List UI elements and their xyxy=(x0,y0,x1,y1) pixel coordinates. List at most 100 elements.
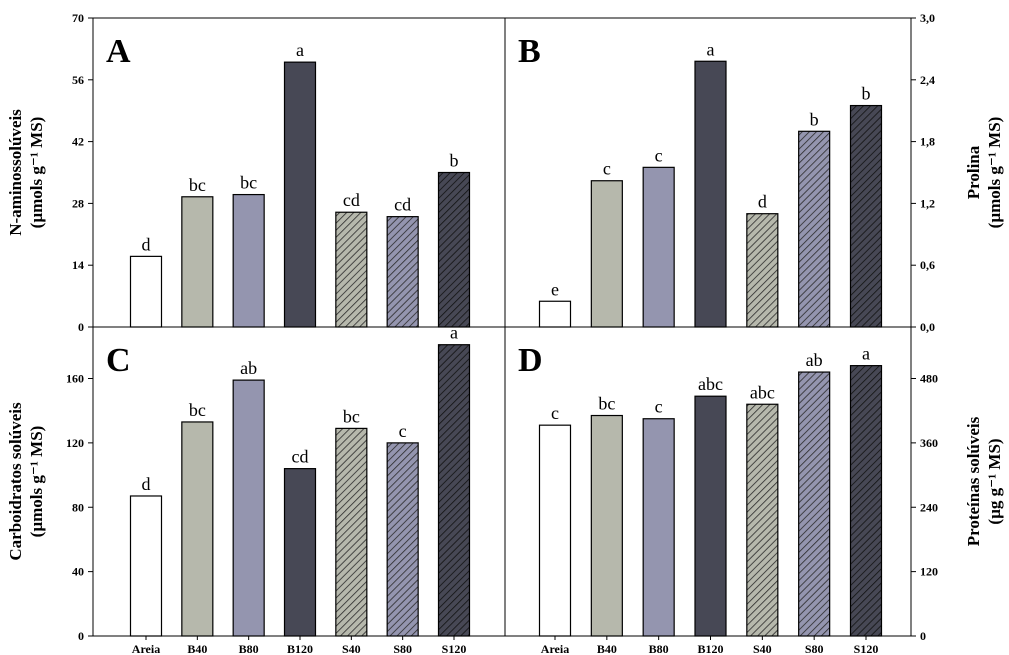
bar-S120 xyxy=(437,171,471,328)
bar-B80 xyxy=(232,379,265,637)
significance-letter: c xyxy=(655,397,663,417)
significance-letter: bc xyxy=(598,394,615,414)
x-tick-label: B40 xyxy=(187,642,207,655)
y-tick-label: 14 xyxy=(72,258,84,272)
y-axis-unit: (µg g⁻¹ MS) xyxy=(985,438,1004,524)
bar-B40 xyxy=(590,414,623,637)
significance-letter: bc xyxy=(189,175,206,195)
significance-letter: c xyxy=(655,145,663,165)
bar-B80 xyxy=(642,418,675,637)
significance-letter: abc xyxy=(698,374,723,394)
y-axis-unit: (µmols g⁻¹ MS) xyxy=(27,117,46,229)
significance-letter: ab xyxy=(806,350,823,370)
bar-S40 xyxy=(335,427,368,637)
significance-letter: bc xyxy=(343,406,360,426)
bar-Areia xyxy=(129,255,163,328)
significance-letter: d xyxy=(142,234,151,254)
significance-letter: c xyxy=(603,159,611,179)
y-tick-label: 80 xyxy=(72,500,84,514)
bar-Areia xyxy=(538,300,572,328)
bar-B80 xyxy=(232,193,265,328)
significance-letter: cd xyxy=(394,195,411,215)
x-tick-label: S80 xyxy=(393,642,412,655)
significance-letter: c xyxy=(551,403,559,423)
bar-S80 xyxy=(798,371,831,637)
significance-letter: abc xyxy=(750,382,775,402)
x-tick-label: B80 xyxy=(649,642,669,655)
x-tick-label: S120 xyxy=(854,642,879,655)
y-axis-label: Prolina xyxy=(964,145,983,199)
y-axis-label: Proteínas solúveis xyxy=(964,416,983,546)
y-tick-label: 28 xyxy=(72,196,84,210)
x-tick-label: B120 xyxy=(697,642,723,655)
bar-B120 xyxy=(694,60,727,328)
bar-S40 xyxy=(746,213,779,328)
y-tick-label: 360 xyxy=(920,436,938,450)
significance-letter: bc xyxy=(189,400,206,420)
y-tick-label: 56 xyxy=(72,73,84,87)
bar-B40 xyxy=(181,196,214,328)
significance-letter: b xyxy=(862,84,871,104)
significance-letter: d xyxy=(758,192,767,212)
bar-S120 xyxy=(849,104,883,328)
bar-B120 xyxy=(283,61,317,328)
y-tick-label: 0,6 xyxy=(920,258,935,272)
significance-letter: c xyxy=(399,421,407,441)
x-tick-label: S120 xyxy=(442,642,467,655)
bar-S80 xyxy=(386,442,419,637)
bar-B120 xyxy=(283,468,317,637)
y-axis-label: N-aminossolúveis xyxy=(6,109,25,236)
significance-letter: a xyxy=(450,323,458,343)
y-axis-unit: (µmols g⁻¹ MS) xyxy=(27,426,46,538)
significance-letter: a xyxy=(707,39,715,59)
panel-label: C xyxy=(106,342,131,379)
bar-S120 xyxy=(437,344,471,637)
bar-S40 xyxy=(335,211,368,328)
y-tick-label: 2,4 xyxy=(920,73,935,87)
bar-S80 xyxy=(798,130,831,328)
y-tick-label: 70 xyxy=(72,11,84,25)
y-tick-label: 0 xyxy=(78,629,84,643)
x-tick-label: S40 xyxy=(753,642,772,655)
significance-letter: e xyxy=(551,279,559,299)
y-tick-label: 42 xyxy=(72,135,84,149)
y-tick-label: 0,0 xyxy=(920,320,935,334)
y-tick-label: 160 xyxy=(66,372,84,386)
y-tick-label: 120 xyxy=(66,436,84,450)
significance-letter: b xyxy=(450,151,459,171)
bar-S120 xyxy=(849,365,883,637)
bar-S80 xyxy=(386,216,419,328)
x-tick-label: Areia xyxy=(541,642,569,655)
y-tick-label: 0 xyxy=(78,320,84,334)
y-tick-label: 0 xyxy=(920,629,926,643)
significance-letter: cd xyxy=(343,190,360,210)
x-tick-label: B40 xyxy=(597,642,617,655)
bar-B40 xyxy=(590,180,623,328)
y-tick-label: 1,8 xyxy=(920,135,935,149)
x-tick-label: Areia xyxy=(132,642,160,655)
significance-letter: bc xyxy=(240,173,257,193)
bar-B80 xyxy=(642,166,675,328)
x-tick-label: S40 xyxy=(342,642,361,655)
bar-B120 xyxy=(694,395,727,637)
panel-label: D xyxy=(518,342,543,379)
x-tick-label: B80 xyxy=(239,642,259,655)
panel-label: A xyxy=(106,33,131,70)
y-tick-label: 240 xyxy=(920,500,938,514)
significance-letter: cd xyxy=(292,447,309,467)
y-tick-label: 40 xyxy=(72,565,84,579)
significance-letter: a xyxy=(296,40,304,60)
y-tick-label: 3,0 xyxy=(920,11,935,25)
bar-Areia xyxy=(538,424,572,637)
x-tick-label: B120 xyxy=(287,642,313,655)
significance-letter: ab xyxy=(240,358,257,378)
y-tick-label: 120 xyxy=(920,565,938,579)
bar-Areia xyxy=(129,495,163,637)
x-tick-label: S80 xyxy=(805,642,824,655)
bar-S40 xyxy=(746,403,779,637)
significance-letter: d xyxy=(142,474,151,494)
panel-label: B xyxy=(518,33,541,70)
y-tick-label: 480 xyxy=(920,372,938,386)
